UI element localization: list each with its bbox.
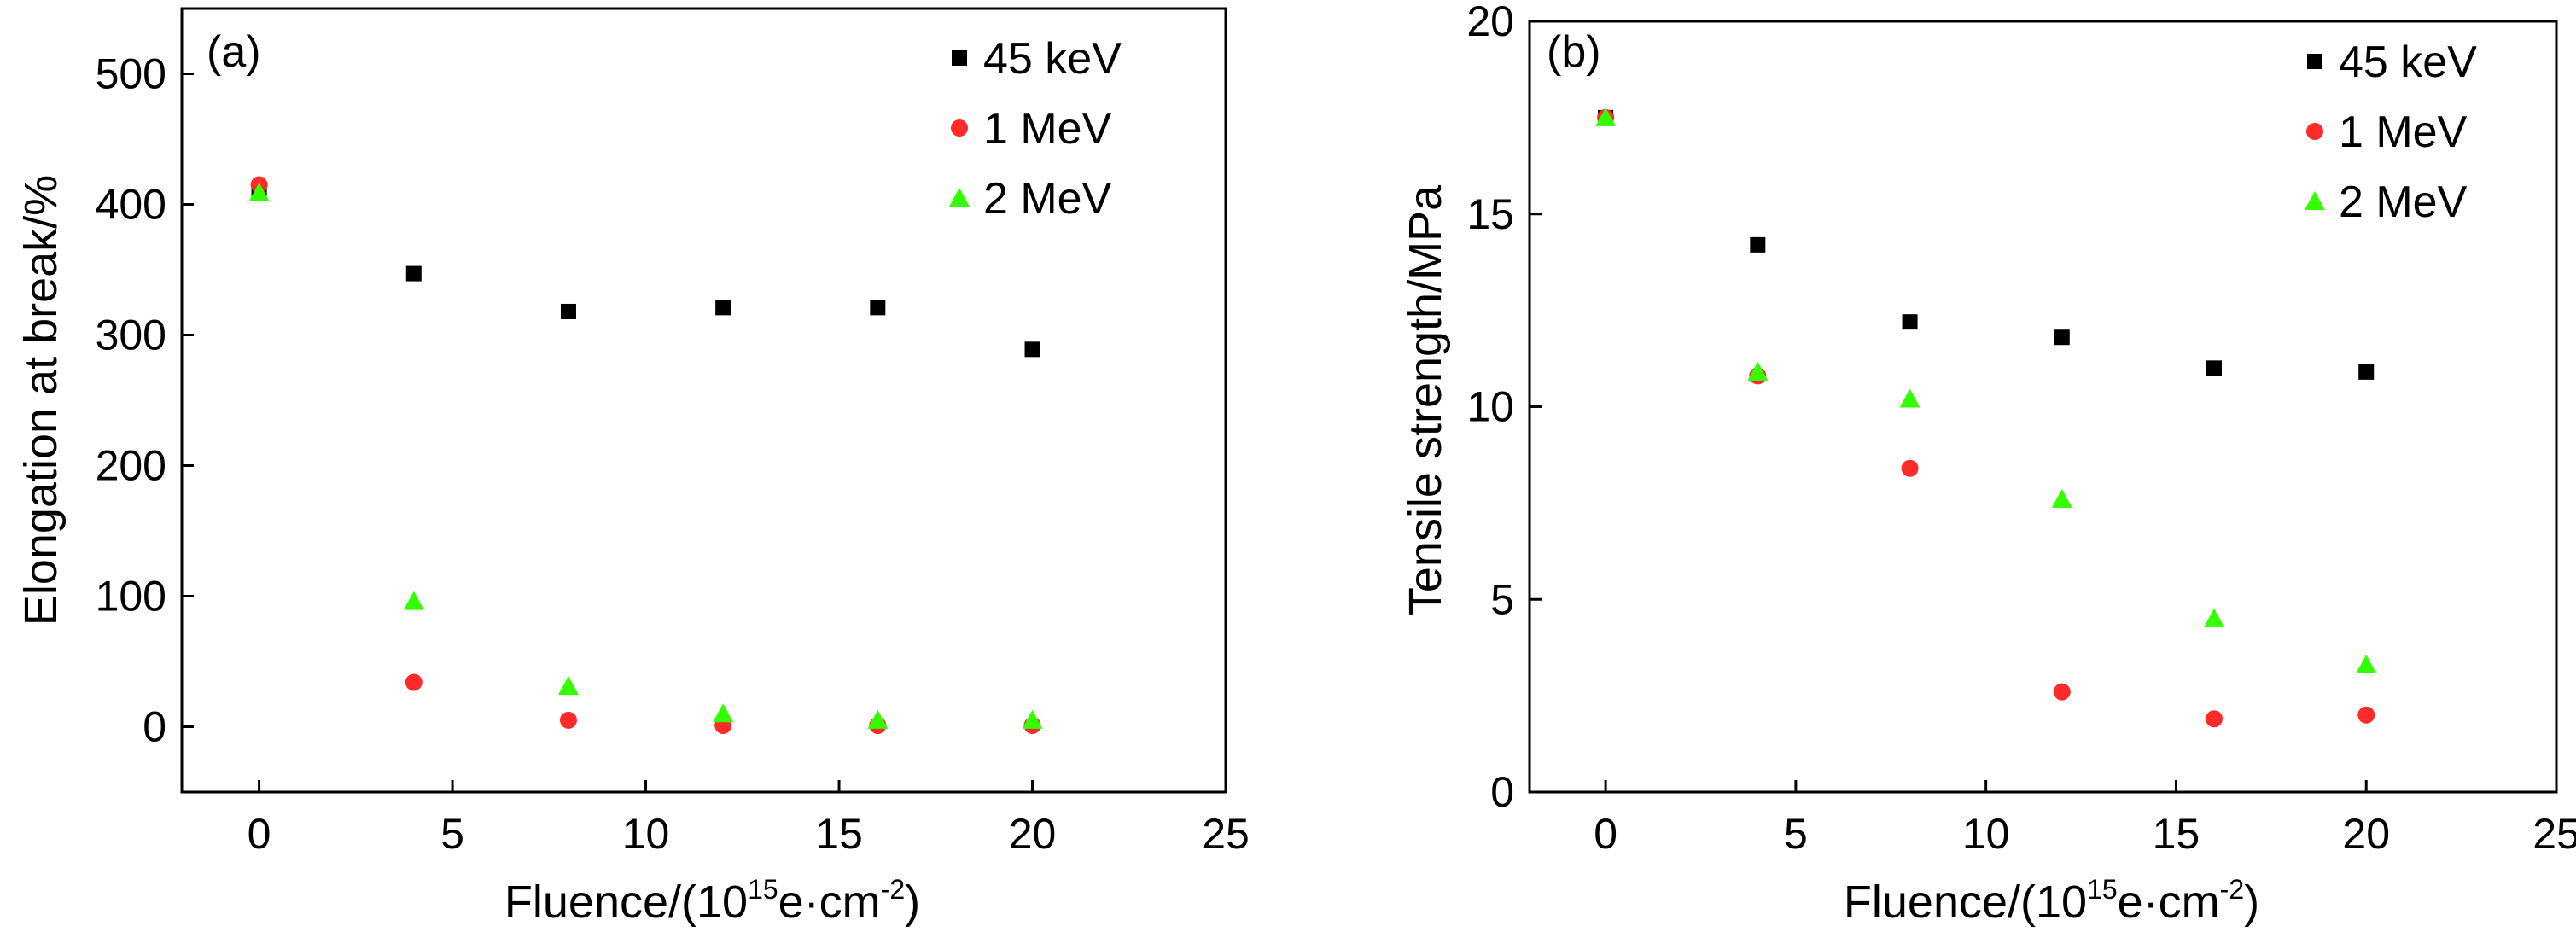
data-point — [2051, 488, 2072, 508]
x-tick-label: 20 — [1009, 810, 1057, 858]
y-tick-label: 400 — [96, 181, 166, 229]
data-point — [2054, 329, 2070, 346]
x-axis-title-text: Fluence/(10 — [504, 877, 748, 928]
y-axis-title: Elongation at break/% — [15, 175, 67, 626]
legend: 45 keV 1 MeV 2 MeV — [949, 34, 1122, 224]
x-axis-title: Fluence/(1015e·cm-2) — [1844, 874, 2259, 928]
series-2-mev — [248, 182, 1043, 729]
series-45-kev — [1598, 109, 2375, 380]
data-point — [2206, 710, 2223, 728]
data-point — [867, 709, 889, 729]
data-point — [870, 300, 886, 316]
panel-label: (b) — [1547, 27, 1601, 77]
legend-marker — [951, 119, 968, 137]
series-2-mev — [1595, 107, 2377, 674]
legend-marker — [949, 188, 970, 207]
data-point — [248, 182, 270, 201]
panel-a: 0 5 10 15 20 250100200300400500Fluence/(1015e… — [15, 7, 1250, 928]
data-point — [713, 703, 734, 723]
data-point — [405, 673, 423, 691]
legend-label: 2 MeV — [2339, 178, 2468, 227]
y-tick-label: 10 — [1466, 383, 1514, 431]
data-point — [2357, 706, 2375, 724]
series-45-kev — [251, 181, 1040, 358]
x-tick-label: 5 — [440, 810, 464, 858]
data-point — [403, 591, 424, 610]
data-point — [2356, 655, 2377, 674]
data-point — [1022, 709, 1043, 729]
legend-marker — [2305, 191, 2325, 210]
y-tick-label: 0 — [143, 703, 166, 751]
data-point — [1747, 361, 1769, 381]
y-axis-title: Tensile strength/MPa — [1400, 184, 1451, 615]
x-tick-label: 5 — [1784, 810, 1808, 858]
legend-marker — [2306, 123, 2323, 140]
legend-label: 45 keV — [2339, 38, 2477, 87]
data-point — [1024, 341, 1040, 358]
data-point — [715, 300, 731, 316]
x-tick-label: 15 — [2153, 810, 2200, 858]
x-tick-label: 10 — [1962, 810, 2010, 858]
x-tick-label: 0 — [248, 810, 271, 858]
y-tick-label: 15 — [1466, 190, 1514, 238]
legend: 45 keV 1 MeV 2 MeV — [2305, 38, 2477, 227]
y-tick-label: 0 — [1490, 768, 1514, 816]
x-axis-title-text: Fluence/(10 — [1844, 877, 2087, 928]
x-axis-title-superscript: -2 — [2220, 874, 2244, 905]
x-tick-label: 20 — [2342, 810, 2390, 858]
data-point — [557, 676, 579, 696]
plot-frame — [180, 7, 1227, 794]
data-point — [405, 265, 422, 282]
data-point — [1899, 388, 1920, 408]
y-tick-label: 300 — [96, 312, 166, 359]
y-tick-label: 5 — [1490, 575, 1514, 623]
x-axis-title-text: e·cm — [778, 877, 881, 928]
panel-label: (a) — [207, 27, 261, 77]
data-point — [1902, 314, 1918, 330]
legend-label: 2 MeV — [983, 174, 1112, 224]
x-axis-title: Fluence/(1015e·cm-2) — [504, 874, 920, 928]
data-point — [1901, 459, 1919, 477]
x-axis-title-superscript: 15 — [748, 874, 778, 905]
x-axis-title-text: ) — [905, 877, 920, 928]
x-tick-label: 25 — [2532, 810, 2576, 858]
data-point — [1595, 107, 1617, 126]
data-point — [2206, 360, 2222, 376]
y-tick-label: 20 — [1466, 0, 1514, 45]
legend-label: 1 MeV — [2339, 108, 2468, 157]
series-1-mev — [1597, 108, 2375, 728]
x-tick-label: 0 — [1594, 810, 1617, 858]
x-tick-label: 10 — [622, 810, 670, 858]
data-point — [2204, 608, 2224, 627]
legend-label: 1 MeV — [983, 104, 1112, 154]
x-axis-title-text: e·cm — [2118, 877, 2220, 928]
x-tick-label: 25 — [1202, 810, 1250, 858]
y-tick-label: 100 — [96, 573, 166, 620]
data-point — [2053, 683, 2071, 701]
data-point — [2358, 364, 2375, 380]
y-tick-label: 500 — [96, 50, 166, 98]
panel-b: 0 5 10 15 20 2505101520Fluence/(1015e·cm-2)Te… — [1400, 0, 2576, 928]
y-tick-label: 200 — [96, 442, 166, 490]
data-point — [1750, 236, 1766, 253]
x-axis-title-superscript: 15 — [2087, 874, 2118, 905]
x-tick-label: 15 — [815, 810, 863, 858]
legend-marker — [952, 50, 967, 66]
data-point — [560, 303, 576, 319]
x-axis-title-superscript: -2 — [881, 874, 905, 905]
legend-marker — [2307, 54, 2322, 69]
series-1-mev — [250, 176, 1041, 734]
x-axis-title-text: ) — [2244, 877, 2259, 928]
legend-label: 45 keV — [983, 34, 1122, 84]
data-point — [559, 711, 577, 729]
